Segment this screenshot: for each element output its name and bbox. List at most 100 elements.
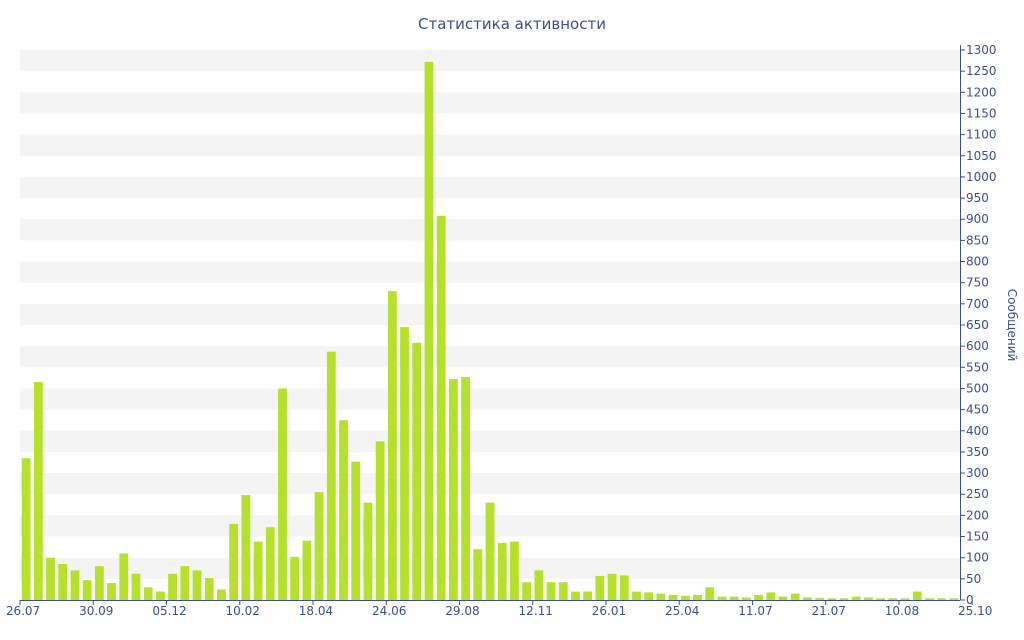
y-tick-label: 800	[966, 255, 989, 269]
bar	[326, 351, 336, 600]
bar	[253, 541, 263, 600]
bar	[204, 578, 214, 600]
bar	[94, 566, 104, 600]
bar	[107, 583, 116, 600]
bar	[180, 566, 190, 600]
bar	[155, 591, 165, 600]
bar	[351, 461, 361, 600]
bar	[33, 382, 43, 600]
grid-band	[20, 134, 960, 156]
y-tick-label: 750	[966, 276, 989, 290]
bar	[754, 594, 763, 600]
bar	[632, 591, 641, 600]
bar	[558, 582, 568, 600]
bar	[583, 591, 593, 600]
bar	[339, 420, 348, 600]
bar	[485, 502, 495, 600]
grid-bands	[20, 50, 960, 579]
y-tick-label: 700	[966, 297, 989, 311]
bar	[21, 458, 31, 600]
bar	[607, 573, 617, 600]
y-tick-label: 1000	[966, 170, 997, 184]
x-tick-label: 25.04	[665, 604, 699, 618]
x-tick-label: 25.10	[958, 604, 992, 618]
bar	[619, 575, 629, 600]
y-tick-label: 150	[966, 530, 989, 544]
bar	[278, 388, 287, 600]
bar	[290, 556, 300, 600]
x-tick-label: 10.02	[226, 604, 260, 618]
bar	[546, 582, 556, 600]
bar	[473, 549, 483, 600]
bar	[400, 327, 409, 600]
bar	[217, 589, 226, 600]
bar	[375, 441, 385, 600]
x-tick-label: 29.08	[445, 604, 479, 618]
x-tick-label: 21.07	[812, 604, 846, 618]
y-tick-label: 50	[966, 572, 981, 586]
bar	[644, 592, 654, 600]
grid-band	[20, 219, 960, 241]
bar-series	[21, 61, 959, 601]
bar	[925, 598, 934, 600]
bar	[424, 61, 434, 601]
x-tick-label: 10.08	[885, 604, 919, 618]
x-tick-label: 11.07	[738, 604, 772, 618]
grid-band	[20, 473, 960, 495]
x-tick-label: 30.09	[79, 604, 113, 618]
grid-band	[20, 176, 960, 199]
x-tick-label: 12.11	[519, 604, 553, 618]
y-axis-title: Сообщений	[1005, 289, 1019, 362]
grid-band	[20, 346, 960, 368]
bar	[912, 591, 922, 600]
y-tick-label: 1100	[966, 128, 997, 142]
bar	[412, 342, 422, 600]
grid-band	[20, 303, 960, 325]
y-tick-label: 1250	[966, 64, 997, 78]
bar	[815, 597, 825, 600]
bar	[680, 595, 690, 600]
y-tick-label: 550	[966, 360, 989, 374]
bar	[119, 553, 129, 600]
grid-band	[20, 430, 960, 452]
bar	[522, 582, 532, 600]
bar	[461, 377, 470, 600]
bar	[82, 580, 92, 600]
bar	[741, 597, 751, 600]
bar	[265, 527, 275, 600]
bar	[900, 598, 910, 600]
bar	[790, 593, 800, 600]
bar	[656, 593, 666, 600]
y-tick-label: 500	[966, 381, 989, 395]
bar	[803, 597, 812, 600]
y-tick-label: 950	[966, 191, 989, 205]
axes	[20, 45, 961, 601]
y-axis-ticks: 0 50 100 150 200 250 300 350 400 450 500 550 600 650 7…	[960, 43, 997, 607]
x-tick-label: 05.12	[152, 604, 186, 618]
bar	[839, 598, 849, 600]
bar	[70, 570, 80, 600]
bar	[778, 596, 788, 600]
grid-band	[20, 261, 960, 283]
y-tick-label: 200	[966, 508, 989, 522]
bar	[241, 495, 251, 600]
bar	[46, 557, 55, 600]
bar	[766, 592, 776, 600]
bar	[448, 379, 458, 600]
y-tick-label: 350	[966, 445, 989, 459]
y-tick-label: 650	[966, 318, 989, 332]
bar	[949, 598, 959, 600]
bar	[888, 598, 898, 600]
y-tick-label: 0	[966, 593, 974, 607]
x-tick-label: 18.04	[299, 604, 333, 618]
x-axis-ticks: 26.07 30.09 05.12 10.02 18.04 24.06 29.08 12.11…	[6, 600, 992, 618]
y-tick-label: 900	[966, 212, 989, 226]
y-tick-label: 100	[966, 551, 989, 565]
bar	[571, 591, 580, 600]
bar	[595, 575, 605, 600]
y-tick-label: 1200	[966, 85, 997, 99]
bar	[705, 587, 715, 600]
y-tick-label: 1050	[966, 149, 997, 163]
x-tick-label: 26.01	[592, 604, 626, 618]
